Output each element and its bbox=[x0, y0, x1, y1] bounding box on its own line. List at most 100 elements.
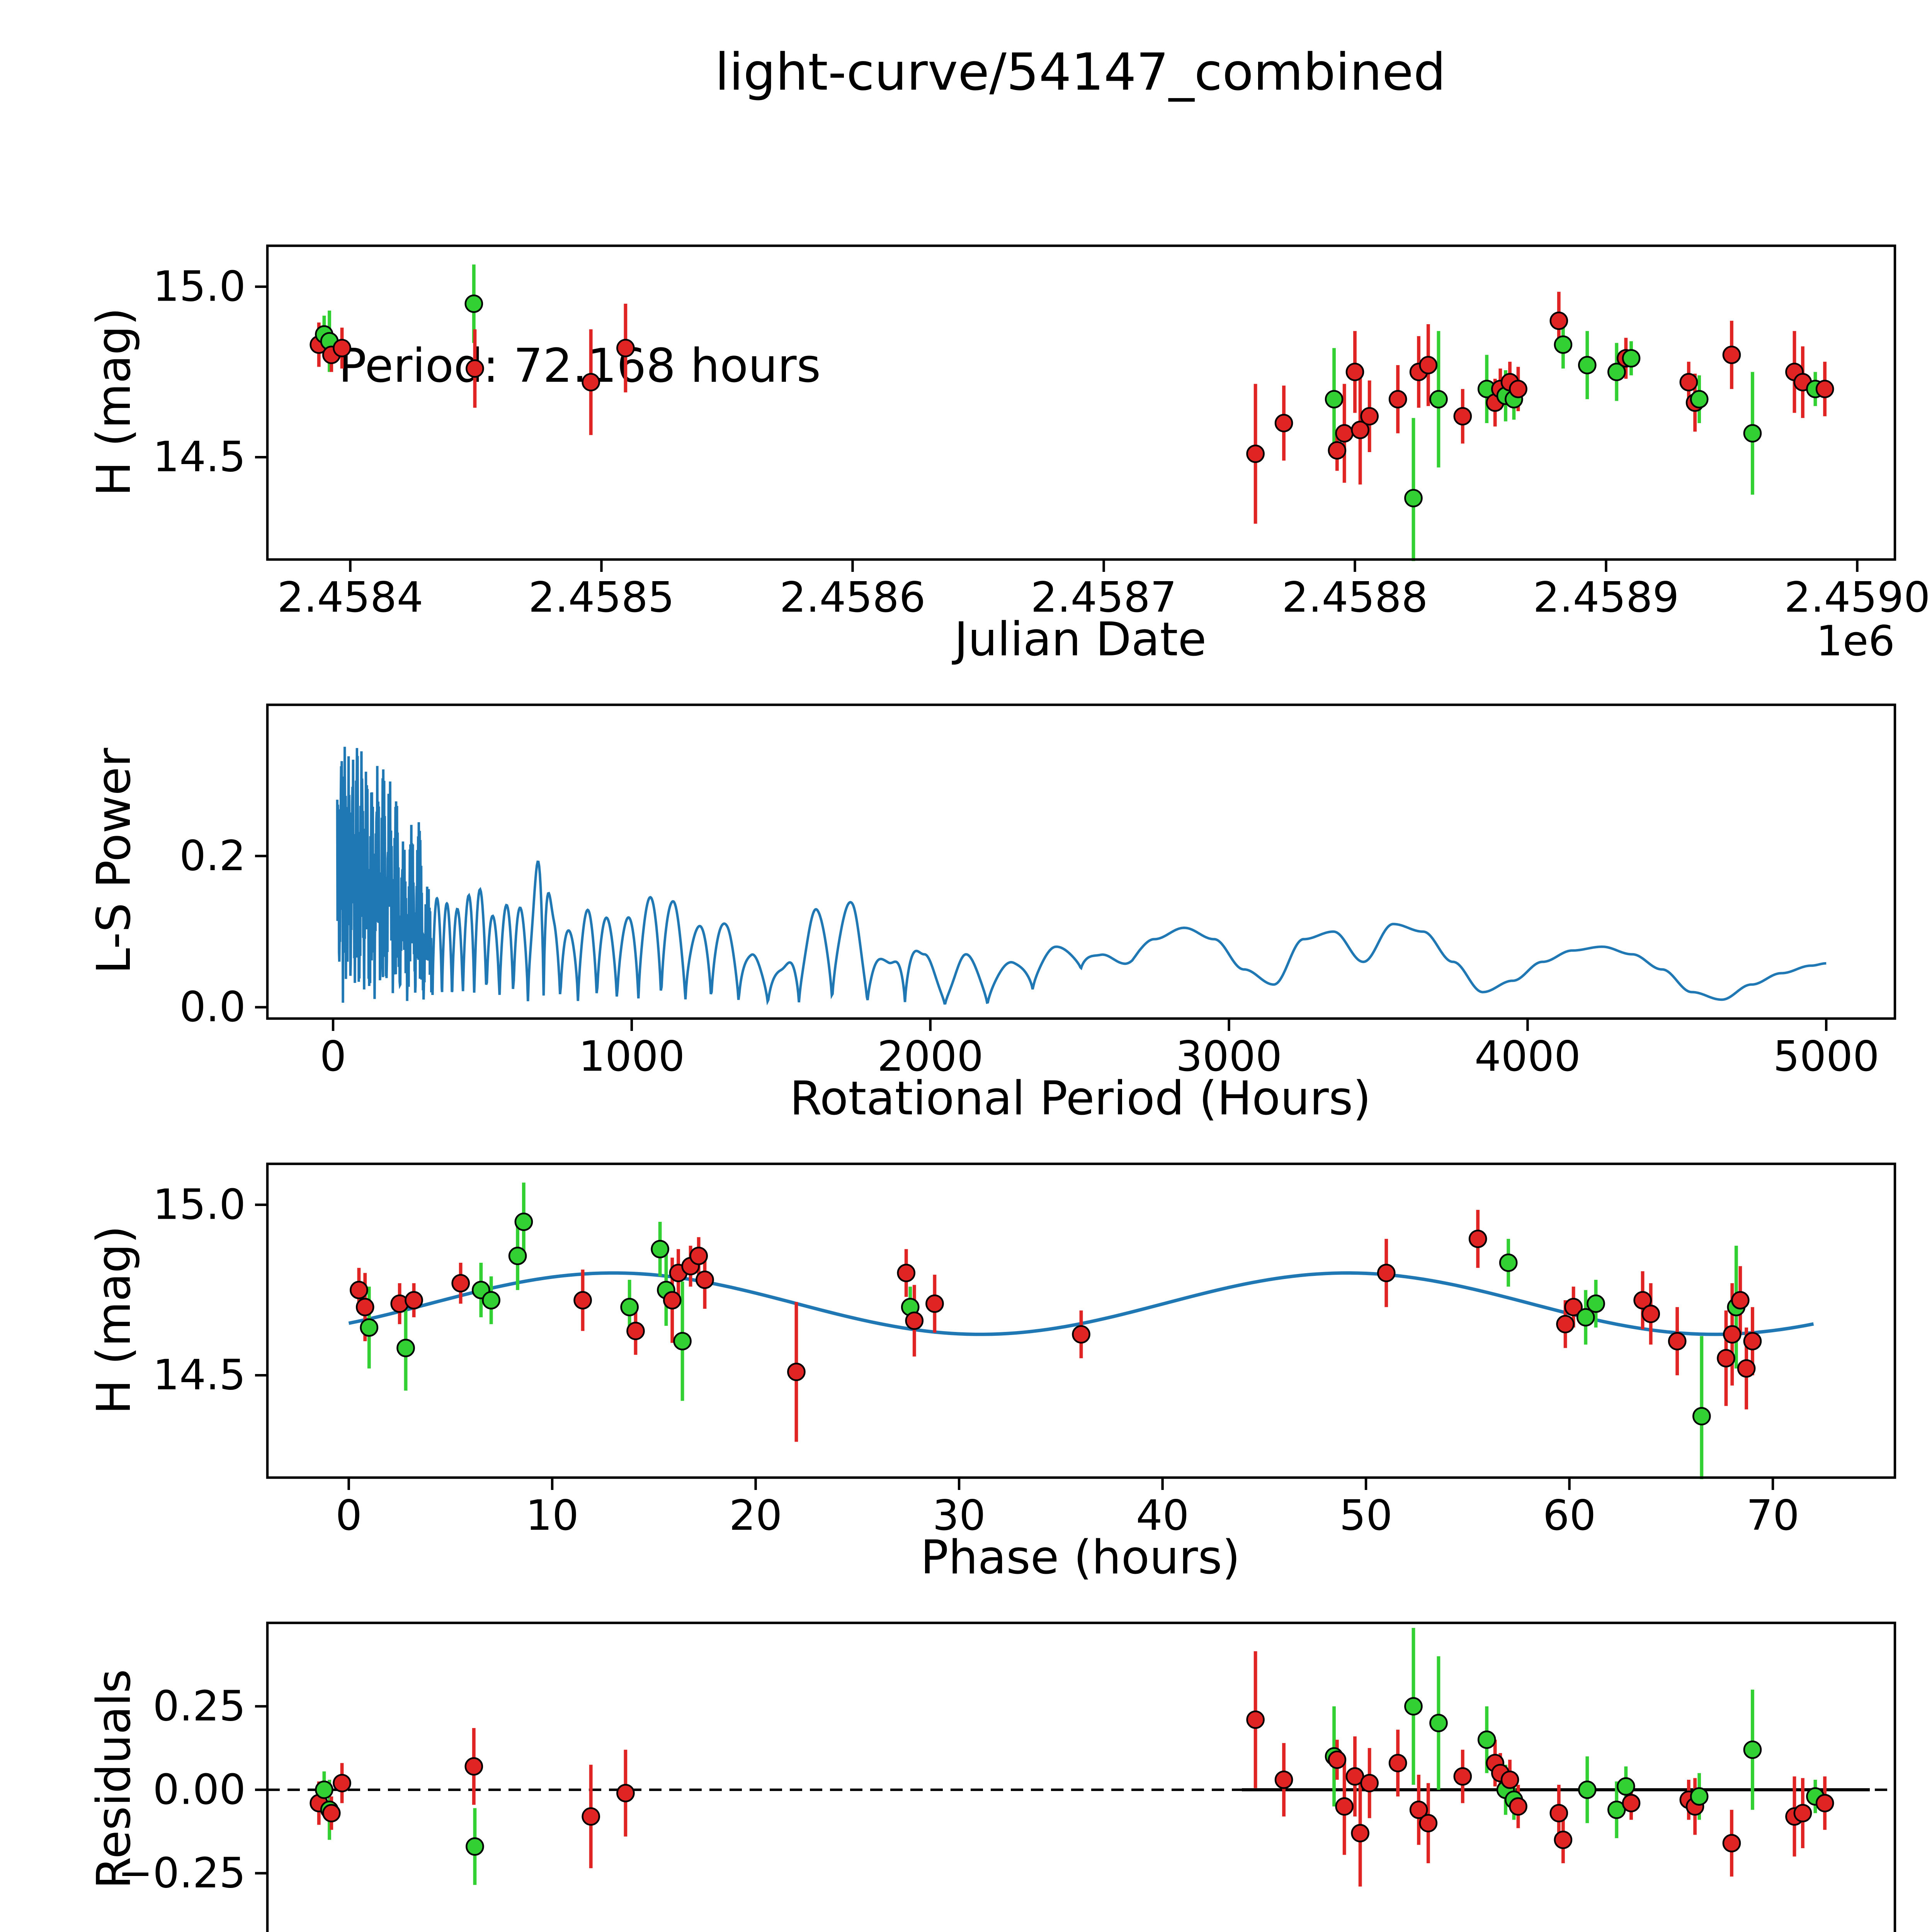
data-point bbox=[1717, 1349, 1735, 1367]
data-point bbox=[1500, 1770, 1519, 1789]
data-point bbox=[1743, 424, 1762, 443]
data-point bbox=[1690, 1787, 1709, 1806]
markers bbox=[310, 1697, 1834, 1856]
ylabel-phase: H (mag) bbox=[87, 1226, 141, 1415]
data-point bbox=[673, 1332, 692, 1350]
tick-label: 2.4589 bbox=[1533, 573, 1679, 622]
data-point bbox=[1328, 1750, 1347, 1769]
plot-data bbox=[348, 1182, 1814, 1479]
tick-label: 2000 bbox=[877, 1032, 983, 1081]
ylabel-periodogram: L-S Power bbox=[87, 748, 141, 974]
panel-residuals: 2.45842.45852.45862.45872.45882.45892.45… bbox=[118, 1621, 1896, 1932]
data-point bbox=[1692, 1407, 1711, 1425]
xlabel-periodogram: Rotational Period (Hours) bbox=[790, 1072, 1371, 1126]
tick-label: 15.0 bbox=[153, 262, 246, 311]
data-point bbox=[787, 1362, 806, 1381]
error-bars bbox=[317, 1628, 1827, 1887]
data-point bbox=[466, 359, 484, 378]
tick-label: 0.0 bbox=[179, 983, 246, 1031]
data-point bbox=[1641, 1304, 1660, 1323]
data-point bbox=[1509, 1797, 1527, 1816]
data-point bbox=[1607, 362, 1626, 381]
ticks: 0 1000 2000 3000 4000 5000 0.2 0.0 bbox=[179, 832, 1879, 1081]
data-point bbox=[1815, 379, 1834, 398]
data-point bbox=[1274, 1770, 1293, 1789]
data-point bbox=[897, 1264, 916, 1282]
tick-label: 2.4590 bbox=[1784, 573, 1930, 622]
data-point bbox=[1723, 1325, 1742, 1344]
data-point bbox=[925, 1294, 944, 1313]
data-point bbox=[464, 1757, 483, 1776]
data-point bbox=[651, 1240, 669, 1259]
data-point bbox=[466, 1837, 484, 1856]
tick-label: 2.4588 bbox=[1282, 573, 1428, 622]
data-point bbox=[1617, 1777, 1635, 1796]
data-point bbox=[350, 1281, 368, 1299]
tick-label: 10 bbox=[526, 1492, 578, 1540]
tick-label: 50 bbox=[1339, 1492, 1392, 1540]
axes-frame bbox=[266, 703, 1896, 1020]
data-point bbox=[696, 1270, 714, 1289]
data-point bbox=[315, 1781, 333, 1799]
tick-label: 0 bbox=[335, 1492, 362, 1540]
data-point bbox=[1404, 1697, 1423, 1716]
tick-label: 0 bbox=[320, 1032, 347, 1081]
data-point bbox=[1509, 379, 1527, 398]
data-point bbox=[626, 1321, 645, 1340]
periodogram-line bbox=[336, 747, 1827, 1006]
data-point bbox=[1587, 1294, 1605, 1313]
tick-label: −0.25 bbox=[118, 1849, 246, 1897]
data-point bbox=[1419, 1814, 1438, 1833]
data-point bbox=[1722, 1834, 1741, 1852]
tick-label: 1000 bbox=[578, 1032, 685, 1081]
data-point bbox=[1351, 420, 1369, 439]
data-point bbox=[1549, 311, 1568, 330]
data-point bbox=[1554, 1830, 1573, 1849]
plot-data bbox=[310, 264, 1834, 561]
data-point bbox=[1388, 390, 1407, 408]
ylabel-lightcurve: H (mag) bbox=[87, 308, 141, 497]
data-point bbox=[1377, 1264, 1396, 1282]
data-point bbox=[1556, 1315, 1575, 1333]
tick-label: 70 bbox=[1746, 1492, 1799, 1540]
tick-label: 0.2 bbox=[179, 832, 246, 880]
data-point bbox=[464, 294, 483, 313]
data-point bbox=[1578, 1781, 1597, 1799]
data-point bbox=[1564, 1298, 1583, 1316]
data-point bbox=[405, 1291, 423, 1310]
xlabel-lightcurve: Julian Date bbox=[952, 613, 1207, 667]
data-point bbox=[1578, 356, 1597, 374]
data-point bbox=[1335, 1797, 1354, 1816]
data-point bbox=[451, 1274, 470, 1293]
ticks: 2.4584 2.4585 2.4586 2.4587 2.4588 2.4589 2.45… bbox=[153, 262, 1930, 622]
data-point bbox=[355, 1298, 374, 1316]
tick-label: 2.4587 bbox=[1031, 573, 1177, 622]
data-point bbox=[620, 1298, 639, 1316]
plot-data bbox=[267, 1628, 1895, 1887]
tick-label: 5000 bbox=[1773, 1032, 1879, 1081]
data-point bbox=[1722, 345, 1741, 364]
panel-phase-folded: 0 10 20 30 40 50 60 70 15.0 14.5 bbox=[153, 1162, 1896, 1540]
data-point bbox=[1072, 1325, 1090, 1344]
panel-lightcurve-jd: 2.4584 2.4585 2.4586 2.4587 2.4588 2.4589 2.45… bbox=[153, 244, 1930, 622]
tick-label: 14.5 bbox=[153, 1351, 246, 1400]
data-point bbox=[1328, 441, 1347, 460]
data-point bbox=[1737, 1359, 1756, 1378]
tick-label: 15.0 bbox=[153, 1180, 246, 1229]
tick-label: 3000 bbox=[1176, 1032, 1282, 1081]
data-point bbox=[1633, 1291, 1652, 1310]
data-point bbox=[1246, 444, 1265, 463]
data-point bbox=[514, 1213, 533, 1231]
data-point bbox=[1668, 1332, 1687, 1350]
data-point bbox=[322, 1804, 341, 1823]
data-point bbox=[1622, 1794, 1641, 1813]
data-point bbox=[1554, 335, 1573, 354]
panel-periodogram: 0 1000 2000 3000 4000 5000 0.2 0.0 bbox=[179, 703, 1896, 1081]
data-point bbox=[1429, 1714, 1448, 1732]
data-point bbox=[1679, 373, 1698, 391]
data-point bbox=[333, 338, 351, 357]
error-bars bbox=[317, 264, 1827, 561]
data-point bbox=[1409, 1800, 1428, 1819]
data-point bbox=[616, 338, 635, 357]
